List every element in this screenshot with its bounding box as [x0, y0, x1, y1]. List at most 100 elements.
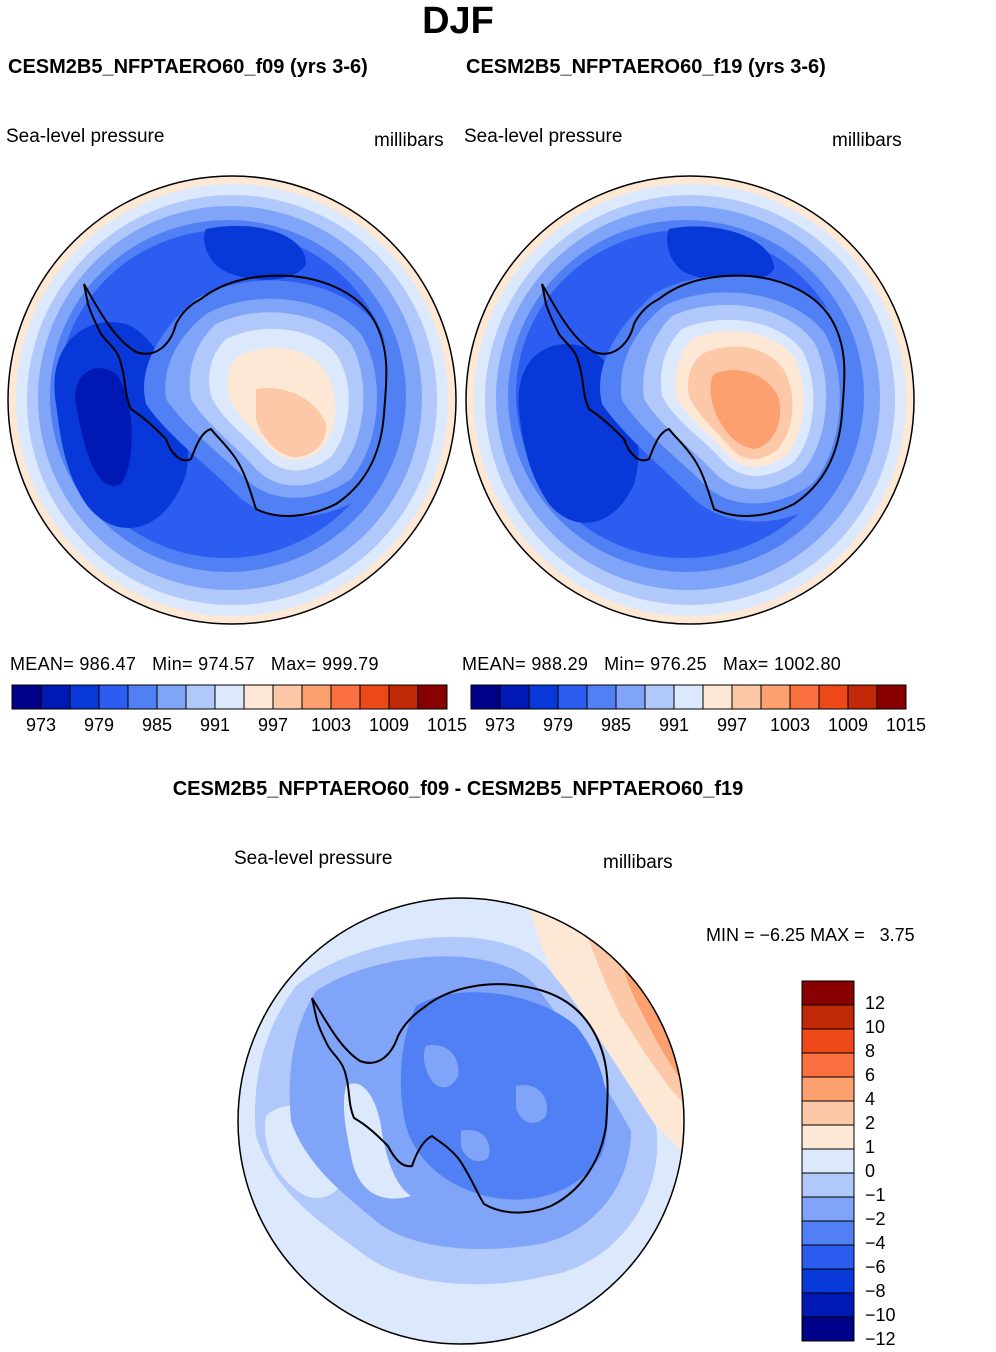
panel-2-min-value: 976.25 [650, 654, 707, 674]
colorbar-difference [801, 980, 855, 1342]
colorbar-swatch [330, 684, 361, 710]
colorbar-swatch [847, 684, 878, 710]
colorbar-swatch [528, 684, 559, 710]
colorbar-tick-label: 0 [865, 1161, 876, 1181]
difference-min-label: MIN = [706, 925, 755, 945]
colorbar-swatch [818, 684, 849, 710]
map-panel-2 [465, 175, 915, 625]
colorbar-swatch [801, 1124, 855, 1150]
panel-2-stats: MEAN= 988.29 Min= 976.25 Max= 1002.80 [462, 654, 841, 675]
colorbar-tick-label: 10 [865, 1017, 886, 1037]
colorbar-swatch [801, 1196, 855, 1222]
panel-2-mean-label: MEAN= [462, 654, 527, 674]
colorbar-swatch [272, 684, 303, 710]
map-panel-1 [7, 175, 457, 625]
panel-2-variable-label: Sea-level pressure [464, 126, 623, 147]
colorbar-swatch [801, 1100, 855, 1126]
colorbar-tick-label: −4 [865, 1233, 886, 1253]
colorbar-tick-label: 1015 [426, 715, 468, 735]
colorbar-swatch [388, 684, 419, 710]
colorbar-swatch [801, 1316, 855, 1342]
colorbar-swatch [801, 1052, 855, 1078]
colorbar-tick-label: −6 [865, 1257, 886, 1277]
panel-2-min-label: Min= [604, 654, 645, 674]
difference-min-value: −6.25 [759, 925, 806, 945]
colorbar-tick-label: 991 [199, 715, 231, 735]
panel-1-min-value: 974.57 [198, 654, 255, 674]
colorbar-tick-label: 8 [865, 1041, 876, 1061]
colorbar-swatch [801, 1148, 855, 1174]
colorbar-swatch [98, 684, 129, 710]
difference-title: CESM2B5_NFPTAERO60_f09 - CESM2B5_NFPTAER… [172, 778, 744, 800]
colorbar-tick-label: 985 [141, 715, 173, 735]
colorbar-tick-label: −1 [865, 1185, 886, 1205]
colorbar-panel-1 [11, 684, 448, 710]
colorbar-swatch [673, 684, 704, 710]
colorbar-swatch [801, 1292, 855, 1318]
colorbar-swatch [185, 684, 216, 710]
colorbar-swatch [731, 684, 762, 710]
colorbar-swatch [214, 684, 245, 710]
colorbar-swatch [359, 684, 390, 710]
colorbar-tick-label: 973 [25, 715, 57, 735]
colorbar-tick-label: 985 [600, 715, 632, 735]
colorbar-tick-label: −10 [865, 1305, 896, 1325]
colorbar-swatch [156, 684, 187, 710]
difference-units-label: millibars [603, 852, 673, 873]
panel-1-variable-label: Sea-level pressure [6, 126, 165, 147]
colorbar-swatch [644, 684, 675, 710]
colorbar-tick-label: 1003 [310, 715, 352, 735]
panel-1-mean-value: 986.47 [79, 654, 137, 674]
panel-1-max-value: 999.79 [321, 654, 379, 674]
colorbar-swatch [69, 684, 100, 710]
colorbar-swatch [557, 684, 588, 710]
colorbar-panel-2 [470, 684, 907, 710]
colorbar-tick-label: −8 [865, 1281, 886, 1301]
colorbar-swatch [760, 684, 791, 710]
colorbar-tick-label: 997 [716, 715, 748, 735]
panel-2-mean-value: 988.29 [531, 654, 589, 674]
panel-1-max-label: Max= [270, 654, 317, 674]
panel-1-mean-label: MEAN= [10, 654, 75, 674]
panel-2-title: CESM2B5_NFPTAERO60_f19 (yrs 3-6) [466, 56, 826, 78]
colorbar-swatch [11, 684, 42, 710]
panel-2-max-label: Max= [722, 654, 769, 674]
figure-title: DJF [422, 0, 494, 42]
colorbar-swatch [801, 980, 855, 1006]
colorbar-tick-label: 4 [865, 1089, 876, 1109]
colorbar-tick-label: 1 [865, 1137, 876, 1157]
colorbar-tick-label: 1015 [885, 715, 927, 735]
difference-variable-label: Sea-level pressure [234, 848, 393, 869]
colorbar-swatch [801, 1028, 855, 1054]
colorbar-swatch [876, 684, 907, 710]
colorbar-swatch [801, 1172, 855, 1198]
colorbar-tick-label: −2 [865, 1209, 886, 1229]
difference-max-label: MAX = [810, 925, 865, 945]
colorbar-swatch [243, 684, 274, 710]
colorbar-swatch [615, 684, 646, 710]
colorbar-swatch [801, 1268, 855, 1294]
colorbar-swatch [301, 684, 332, 710]
colorbar-tick-label: 1009 [368, 715, 410, 735]
map-difference [237, 897, 685, 1345]
colorbar-swatch [127, 684, 158, 710]
difference-max-value: 3.75 [879, 925, 915, 945]
colorbar-tick-label: 979 [83, 715, 115, 735]
colorbar-swatch [801, 1004, 855, 1030]
colorbar-swatch [801, 1220, 855, 1246]
colorbar-tick-label: 973 [484, 715, 516, 735]
panel-2-max-value: 1002.80 [773, 654, 842, 674]
colorbar-tick-label: 12 [865, 993, 886, 1013]
colorbar-tick-label: −12 [865, 1329, 896, 1349]
colorbar-swatch [499, 684, 530, 710]
panel-1-title: CESM2B5_NFPTAERO60_f09 (yrs 3-6) [8, 56, 368, 78]
colorbar-tick-label: 997 [257, 715, 289, 735]
panel-2-units-label: millibars [832, 130, 902, 151]
colorbar-tick-label: 6 [865, 1065, 876, 1085]
colorbar-swatch [586, 684, 617, 710]
colorbar-swatch [40, 684, 71, 710]
colorbar-swatch [702, 684, 733, 710]
colorbar-swatch [789, 684, 820, 710]
colorbar-swatch [470, 684, 501, 710]
panel-1-stats: MEAN= 986.47 Min= 974.57 Max= 999.79 [10, 654, 379, 675]
